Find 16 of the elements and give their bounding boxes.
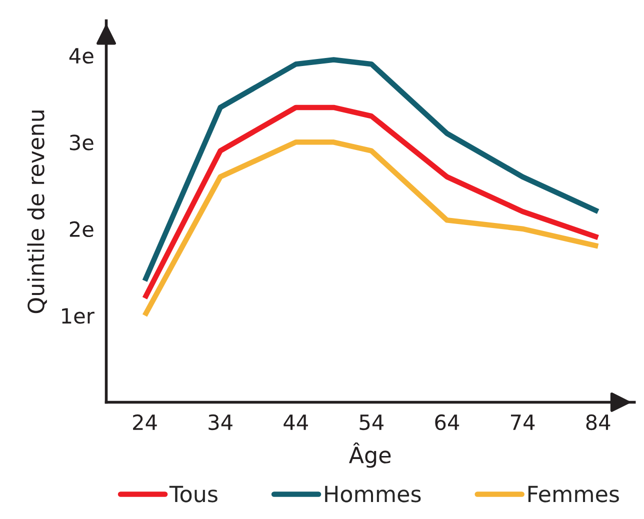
x-tick-label: 34 — [208, 414, 232, 430]
x-tick-label: 84 — [586, 414, 610, 430]
x-tick-label: 64 — [435, 414, 460, 430]
y-tick-label: 4e — [69, 48, 94, 64]
y-axis-title: Quintile de revenu — [27, 110, 47, 314]
y-tick-label: 3e — [70, 134, 94, 150]
y-tick-label: 1er — [62, 308, 94, 324]
x-tick-label: 54 — [360, 414, 384, 430]
x-axis-title: Âge — [348, 442, 391, 468]
legend-label: Hommes — [325, 486, 421, 502]
x-tick-label: 44 — [284, 414, 308, 430]
legend-label: Tous — [169, 486, 218, 502]
legend-label: Femmes — [528, 486, 619, 502]
x-tick-label: 74 — [510, 414, 535, 430]
y-tick-label: 2e — [70, 221, 94, 238]
x-tick-label: 24 — [133, 414, 157, 430]
